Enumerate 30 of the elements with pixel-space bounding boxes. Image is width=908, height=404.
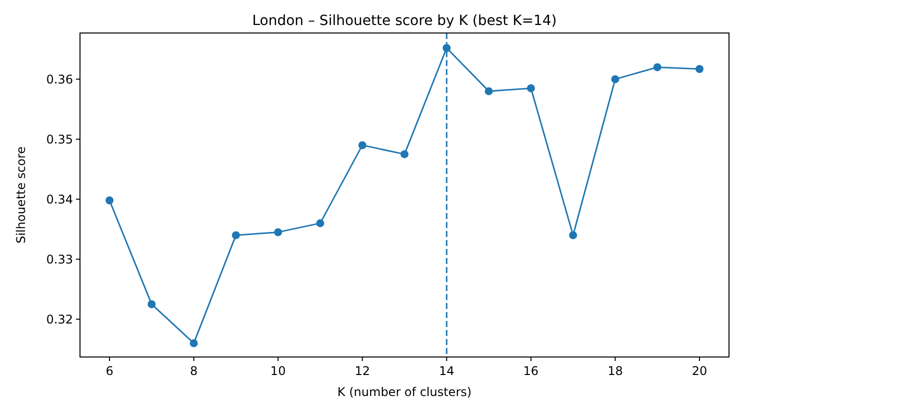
point bbox=[526, 84, 535, 92]
y-tick-label: 0.32 bbox=[46, 312, 73, 326]
point bbox=[232, 231, 240, 240]
point bbox=[400, 150, 408, 158]
point bbox=[611, 75, 620, 84]
x-tick-label: 12 bbox=[354, 364, 370, 378]
y-axis-title: Silhouette score bbox=[14, 146, 28, 244]
x-tick-label: 16 bbox=[523, 364, 539, 378]
x-axis-title: K (number of clusters) bbox=[337, 385, 472, 399]
x-tick-label: 18 bbox=[608, 364, 623, 378]
point bbox=[484, 87, 493, 96]
point bbox=[569, 231, 578, 240]
chart-title: London – Silhouette score by K (best K=14) bbox=[252, 13, 557, 29]
point bbox=[106, 196, 114, 204]
y-tick-label: 0.33 bbox=[46, 252, 73, 266]
y-tick-label: 0.36 bbox=[46, 72, 73, 86]
point bbox=[358, 141, 366, 150]
point bbox=[316, 219, 324, 228]
y-tick-label: 0.34 bbox=[46, 192, 73, 206]
x-tick-label: 10 bbox=[270, 364, 286, 378]
point bbox=[274, 228, 282, 236]
x-tick-label: 14 bbox=[439, 364, 454, 378]
x-tick-label: 8 bbox=[190, 364, 198, 378]
point bbox=[696, 65, 704, 73]
x-tick-label: 6 bbox=[106, 364, 114, 378]
point bbox=[148, 300, 156, 308]
y-tick-label: 0.35 bbox=[46, 132, 73, 146]
x-tick-label: 20 bbox=[692, 364, 708, 378]
point bbox=[190, 339, 198, 348]
point bbox=[653, 63, 662, 72]
